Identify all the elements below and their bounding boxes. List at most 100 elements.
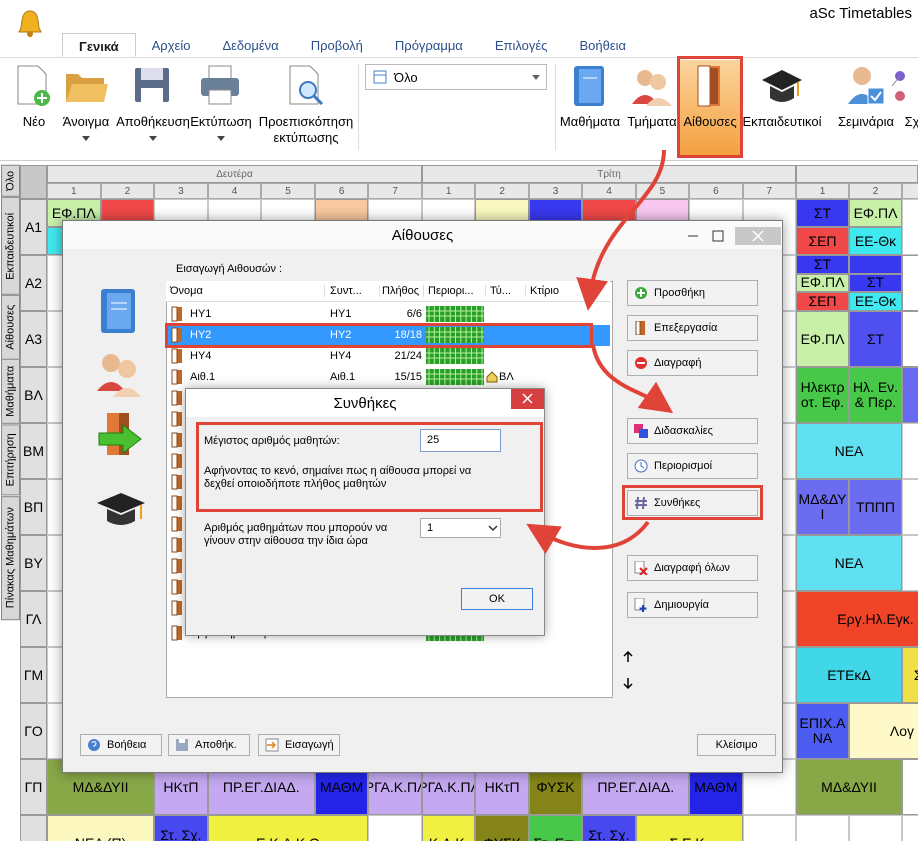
- highlight-box: [196, 422, 543, 512]
- lesson-card[interactable]: ΕΦ.ΠΛ: [796, 273, 849, 293]
- lesson-card[interactable]: ΣΤ: [849, 311, 902, 367]
- simultaneous-select[interactable]: 1: [420, 518, 501, 538]
- column-header[interactable]: Κτίριο: [530, 285, 590, 297]
- button-label: Αποθήκ.: [195, 739, 237, 751]
- ribbon-button[interactable]: Προεπισκόπηση εκτύπωσης: [259, 64, 353, 146]
- lesson-card[interactable]: ΕΕ-Θκ: [849, 292, 902, 311]
- lesson-card[interactable]: Ε.Κ.Α.Κ.Θ: [207, 815, 369, 841]
- lesson-card[interactable]: [849, 255, 902, 274]
- room-row[interactable]: Αιθ.1 Αιθ.1 15/15 ΒΛ: [166, 367, 610, 388]
- day-header: [796, 165, 918, 183]
- dialog-button[interactable]: Δημιουργία: [627, 592, 758, 618]
- ribbon-button[interactable]: Άνοιγμα: [41, 64, 131, 142]
- lesson-card[interactable]: ΣΤ: [796, 199, 849, 227]
- side-tab[interactable]: Επιτήρηση: [1, 424, 20, 496]
- lesson-card[interactable]: ΣΕΠ: [796, 292, 849, 311]
- period-header: 1: [796, 183, 849, 199]
- lesson-card[interactable]: Στ. Επ.: [528, 815, 583, 841]
- ok-button[interactable]: OK: [461, 588, 533, 610]
- lesson-card[interactable]: Λογ: [849, 703, 918, 759]
- lesson-card[interactable]: Η: [902, 367, 918, 423]
- footer-button[interactable]: Κλείσιμο: [697, 734, 776, 756]
- room-row[interactable]: ΗΥ4 ΗΥ4 21/24: [166, 346, 610, 367]
- lesson-card[interactable]: ΝΕΑ (Π): [47, 815, 155, 841]
- side-tab[interactable]: Όλο: [1, 165, 20, 197]
- column-header[interactable]: Όνομα: [170, 285, 325, 297]
- ribbon-button[interactable]: Σεμινάρια: [826, 64, 906, 130]
- side-tab[interactable]: Πίνακας Μαθημάτων: [1, 495, 20, 620]
- dialog-button[interactable]: Διαγραφή: [627, 350, 758, 376]
- ribbon-button[interactable]: Αποθήκευση: [108, 64, 198, 142]
- lesson-card[interactable]: Κ.Λ.Κ.: [422, 815, 476, 841]
- footer-button[interactable]: Βοήθεια: [80, 734, 162, 756]
- close-button[interactable]: [511, 389, 544, 409]
- ribbon-button[interactable]: Εκπαιδευτικοί: [742, 64, 822, 130]
- lesson-card[interactable]: Εργ.Ηλ.Εγκ.: [796, 591, 918, 647]
- column-header[interactable]: Συντ...: [330, 285, 380, 297]
- max-students-input[interactable]: 25: [420, 429, 501, 452]
- lesson-card[interactable]: ΕΤΕκΔ: [796, 647, 902, 703]
- lesson-card[interactable]: ΕΦ.ΠΛ: [796, 311, 849, 367]
- lesson-card[interactable]: ΣΤ: [796, 255, 849, 274]
- column-header[interactable]: Περιορι...: [428, 285, 486, 297]
- ribbon-button[interactable]: Νέο: [0, 64, 79, 130]
- lesson-card[interactable]: ΕΕ-Θκ: [849, 227, 902, 255]
- lesson-card[interactable]: ΕΠΙΧ.Α ΝΑ: [796, 703, 849, 759]
- ribbon-button[interactable]: Εκτύπωση: [176, 64, 266, 142]
- lesson-card[interactable]: Ν: [902, 255, 918, 311]
- lesson-card[interactable]: Ο: [902, 759, 918, 815]
- ribbon-button[interactable]: Τμήματα: [612, 64, 692, 130]
- lesson-card[interactable]: ΝΕΑ: [796, 535, 902, 591]
- side-tab[interactable]: Αίθουσες: [1, 294, 20, 360]
- lesson-card[interactable]: Στ ρ.: [902, 647, 918, 703]
- lesson-card[interactable]: ΜΔ&ΔΥΙΙ: [796, 759, 902, 815]
- dialog-button[interactable]: Προσθήκη: [627, 280, 758, 306]
- lesson-card[interactable]: ΤΠΠΠ: [849, 479, 902, 535]
- side-tab[interactable]: Μαθήματα: [1, 359, 20, 425]
- dialog-button[interactable]: Συνθήκες: [627, 490, 758, 516]
- dialog-button[interactable]: Περιορισμοί: [627, 453, 758, 479]
- building-icon: [486, 371, 498, 383]
- lesson-card[interactable]: ΕΦ.ΠΛ: [849, 199, 902, 227]
- room-row[interactable]: ΗΥ1 ΗΥ1 6/6: [166, 304, 610, 325]
- column-header[interactable]: Πλήθος: [382, 285, 424, 297]
- ribbon-tab[interactable]: Επιλογές: [494, 38, 548, 53]
- ribbon-tab[interactable]: Γενικά: [62, 33, 136, 57]
- ribbon-tab[interactable]: Πρόγραμμα: [394, 38, 463, 53]
- ribbon-tab[interactable]: Βοήθεια: [579, 38, 627, 53]
- window-controls[interactable]: [683, 227, 781, 245]
- dialog-button[interactable]: Διαγραφή όλων: [627, 555, 758, 581]
- ribbon-button[interactable]: Σχ: [872, 64, 918, 130]
- room-icon: [171, 579, 182, 595]
- room-row[interactable]: ΗΥ2 ΗΥ2 18/18: [166, 325, 610, 346]
- lesson-card[interactable]: Σ.Ε.Κ.: [635, 815, 743, 841]
- lesson-card[interactable]: ΜΔ&ΔΥ Ι: [796, 479, 849, 535]
- lesson-card[interactable]: ΜΑΘΜ: [689, 759, 743, 815]
- dialog-button[interactable]: Επεξεργασία: [627, 315, 758, 341]
- list-label: Εισαγωγή Αιθουσών :: [176, 263, 283, 275]
- view-select[interactable]: Όλο: [365, 64, 547, 90]
- ribbon-tab[interactable]: Προβολή: [310, 38, 363, 53]
- column-header[interactable]: Τύ...: [490, 285, 526, 297]
- ribbon-tab[interactable]: Δεδομένα: [222, 38, 279, 53]
- ribbon-button[interactable]: Μαθήματα: [550, 64, 630, 130]
- lesson-card[interactable]: ΦΥΣΚ: [475, 815, 529, 841]
- lesson-card[interactable]: Στ. Σχ. Κ: [582, 815, 636, 841]
- ribbon-button[interactable]: Αίθουσες: [680, 60, 740, 156]
- row-header: Α1: [20, 199, 47, 255]
- room-icon: [171, 558, 182, 574]
- lesson-card[interactable]: ΣΤ: [849, 273, 902, 293]
- dialog-button[interactable]: Διδασκαλίες: [627, 418, 758, 444]
- lesson-card[interactable]: Στ. Σχ. Κ: [154, 815, 208, 841]
- ribbon-tab[interactable]: Αρχείο: [151, 38, 191, 53]
- lesson-card[interactable]: ΝΕΑ: [796, 423, 902, 479]
- lesson-card[interactable]: ΣΕΠ: [796, 227, 849, 255]
- side-tab[interactable]: Εκπαιδευτικοί: [1, 196, 20, 295]
- footer-button[interactable]: Εισαγωγή: [258, 734, 340, 756]
- lesson-card[interactable]: Α: [902, 311, 918, 367]
- footer-button[interactable]: Αποθήκ.: [168, 734, 250, 756]
- lesson-card[interactable]: Ηλεκτρ οτ. Εφ.: [796, 367, 849, 423]
- button-icon: [697, 65, 720, 107]
- lesson-card[interactable]: Ηλ. Εν. & Περ.: [849, 367, 902, 423]
- move-arrows[interactable]: [620, 650, 640, 695]
